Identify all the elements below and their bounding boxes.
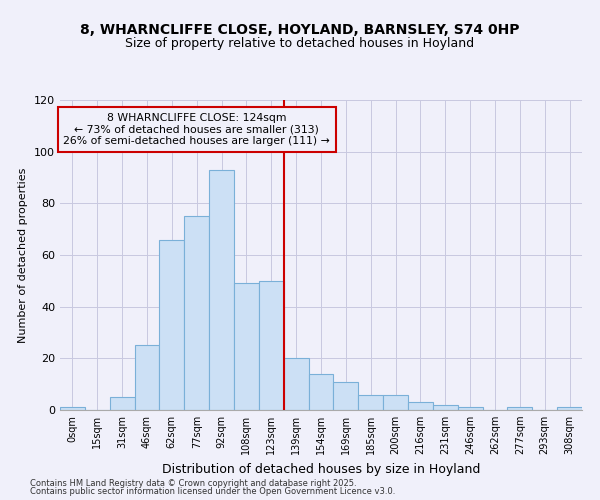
Bar [160, 240, 184, 410]
Bar [508, 408, 532, 410]
Bar [383, 394, 408, 410]
Bar [184, 216, 209, 410]
Bar [557, 408, 582, 410]
Bar [408, 402, 433, 410]
Bar [209, 170, 234, 410]
Bar [259, 281, 284, 410]
Text: Contains public sector information licensed under the Open Government Licence v3: Contains public sector information licen… [30, 487, 395, 496]
Bar [134, 346, 160, 410]
Bar [433, 405, 458, 410]
Text: Contains HM Land Registry data © Crown copyright and database right 2025.: Contains HM Land Registry data © Crown c… [30, 478, 356, 488]
Text: 8, WHARNCLIFFE CLOSE, HOYLAND, BARNSLEY, S74 0HP: 8, WHARNCLIFFE CLOSE, HOYLAND, BARNSLEY,… [80, 22, 520, 36]
Text: Size of property relative to detached houses in Hoyland: Size of property relative to detached ho… [125, 38, 475, 51]
X-axis label: Distribution of detached houses by size in Hoyland: Distribution of detached houses by size … [162, 462, 480, 475]
Bar [308, 374, 334, 410]
Bar [358, 394, 383, 410]
Bar [110, 397, 134, 410]
Y-axis label: Number of detached properties: Number of detached properties [19, 168, 28, 342]
Bar [60, 408, 85, 410]
Bar [284, 358, 308, 410]
Text: 8 WHARNCLIFFE CLOSE: 124sqm
← 73% of detached houses are smaller (313)
26% of se: 8 WHARNCLIFFE CLOSE: 124sqm ← 73% of det… [64, 113, 330, 146]
Bar [458, 408, 482, 410]
Bar [334, 382, 358, 410]
Bar [234, 284, 259, 410]
